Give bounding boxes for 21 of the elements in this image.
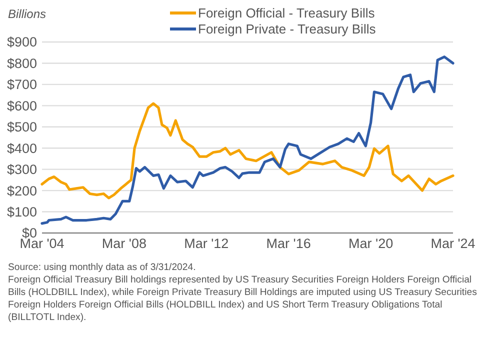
y-axis-title: Billions <box>8 7 46 21</box>
x-tick-label: Mar '24 <box>430 236 476 251</box>
line-series <box>40 102 454 200</box>
y-tick-label: $600 <box>6 98 37 114</box>
source-note: Source: using monthly data as of 3/31/2024. <box>8 262 196 273</box>
x-tick-label: Mar '16 <box>266 236 311 251</box>
line-series <box>40 56 454 225</box>
y-tick-label: $500 <box>6 120 37 135</box>
text: Foreign Official Treasury Bill holdings represented by US Treasury Securities Foreign Holders Foreign Official Bills (HOLDBILL Index), while Foreign Private Treasury Bill Holdings are imputed using US Treasury Securities Foreign Holders Foreign Official Bills (HOLDBILL Index) and US Short Term Treasury Obligations Total (BILLTOTL Index). <box>8 274 478 323</box>
x-tick-label: Mar '08 <box>102 236 146 251</box>
y-tick-label: $300 <box>6 162 37 178</box>
legend-label: Foreign Official - Treasury Bills <box>198 6 376 21</box>
y-tick-label: $100 <box>6 204 37 220</box>
x-tick-label: Mar '12 <box>184 236 229 251</box>
legend-label: Foreign Private - Treasury Bills <box>198 22 376 37</box>
y-tick-label: $800 <box>6 56 37 71</box>
x-tick-label: Mar '20 <box>348 236 394 251</box>
y-tick-label: $900 <box>6 34 37 50</box>
y-tick-label: $200 <box>6 183 37 198</box>
y-tick-label: $700 <box>6 77 37 92</box>
y-tick-label: $400 <box>6 140 37 156</box>
